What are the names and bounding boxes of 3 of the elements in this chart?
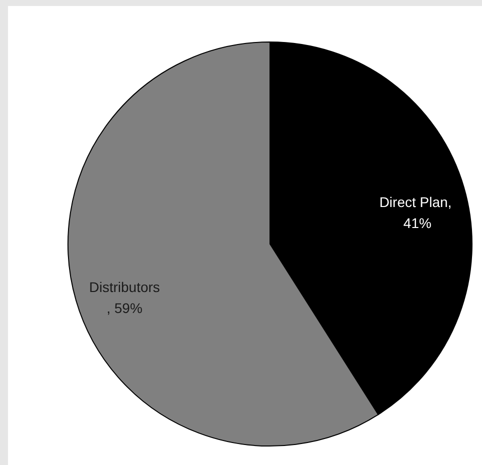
slice-label: Direct Plan, 41% (379, 194, 452, 232)
slice-label: Distributors (89, 278, 160, 295)
data-label: , 59% (106, 300, 142, 316)
